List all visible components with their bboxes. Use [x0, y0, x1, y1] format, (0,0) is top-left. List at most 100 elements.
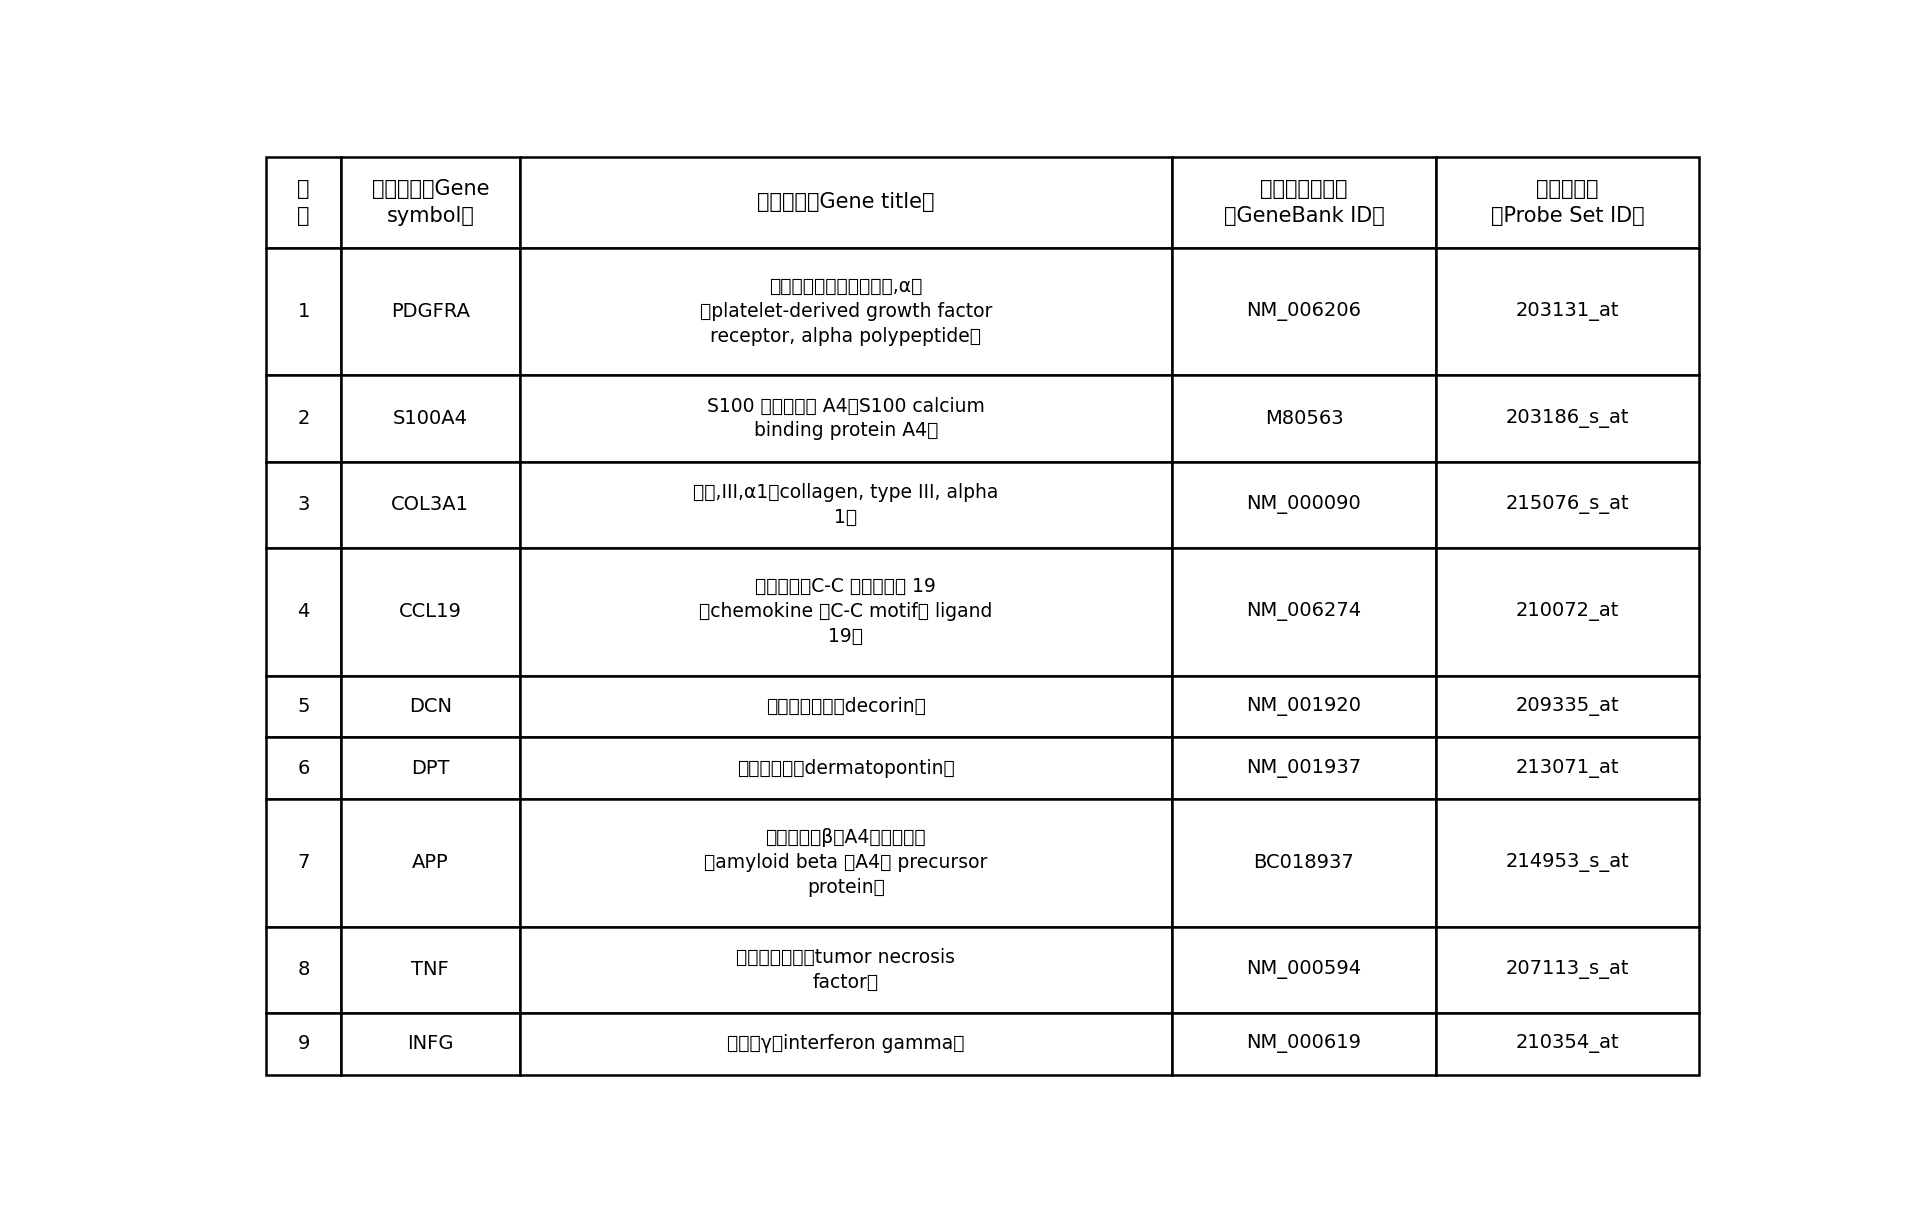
Bar: [520, 1013, 1171, 1075]
Bar: [1171, 157, 1436, 248]
Text: 214953_s_at: 214953_s_at: [1505, 854, 1629, 872]
Bar: [1436, 799, 1698, 927]
Bar: [520, 376, 1171, 462]
Text: NM_001920: NM_001920: [1246, 697, 1361, 716]
Bar: [1436, 157, 1698, 248]
Bar: [1171, 462, 1436, 548]
Text: 趋化因子（C-C 基元）配基 19
（chemokine （C-C motif） ligand
19）: 趋化因子（C-C 基元）配基 19 （chemokine （C-C motif）…: [700, 578, 993, 647]
Text: 215076_s_at: 215076_s_at: [1505, 495, 1629, 514]
Bar: [341, 548, 520, 676]
Text: INFG: INFG: [406, 1035, 454, 1053]
Text: 探针组编号
（Probe Set ID）: 探针组编号 （Probe Set ID）: [1491, 179, 1645, 226]
Text: 皮肤桥蛋白（dermatopontin）: 皮肤桥蛋白（dermatopontin）: [736, 759, 955, 778]
Bar: [1436, 676, 1698, 737]
Bar: [520, 799, 1171, 927]
Text: 3: 3: [297, 495, 311, 514]
Bar: [266, 799, 341, 927]
Bar: [520, 462, 1171, 548]
Bar: [266, 737, 341, 799]
Text: 干扰素γ（interferon gamma）: 干扰素γ（interferon gamma）: [727, 1035, 964, 1053]
Bar: [266, 676, 341, 737]
Text: 8: 8: [297, 961, 311, 979]
Bar: [341, 676, 520, 737]
Text: 核心蛋白聚糖（decorin）: 核心蛋白聚糖（decorin）: [765, 697, 926, 716]
Bar: [1436, 1013, 1698, 1075]
Text: 207113_s_at: 207113_s_at: [1505, 961, 1629, 979]
Text: 基因名称（Gene title）: 基因名称（Gene title）: [757, 192, 934, 213]
Text: DCN: DCN: [408, 697, 452, 716]
Bar: [341, 799, 520, 927]
Text: 203186_s_at: 203186_s_at: [1505, 409, 1629, 428]
Text: 肿瘤坏死因子（tumor necrosis
factor）: 肿瘤坏死因子（tumor necrosis factor）: [736, 947, 955, 992]
Bar: [341, 927, 520, 1013]
Bar: [266, 462, 341, 548]
Bar: [1171, 548, 1436, 676]
Text: 血小板衍生生长因子受体,α肽
（platelet-derived growth factor
receptor, alpha polypeptide）: 血小板衍生生长因子受体,α肽 （platelet-derived growth …: [700, 277, 991, 347]
Text: NM_001937: NM_001937: [1246, 759, 1361, 778]
Bar: [341, 376, 520, 462]
Text: NM_006274: NM_006274: [1246, 602, 1361, 621]
Text: 序
号: 序 号: [297, 179, 311, 226]
Bar: [520, 927, 1171, 1013]
Bar: [1171, 927, 1436, 1013]
Text: BC018937: BC018937: [1254, 854, 1355, 872]
Bar: [520, 676, 1171, 737]
Text: 210354_at: 210354_at: [1516, 1035, 1620, 1053]
Text: APP: APP: [412, 854, 449, 872]
Text: 胶原,III,α1（collagen, type III, alpha
1）: 胶原,III,α1（collagen, type III, alpha 1）: [694, 483, 999, 527]
Bar: [1436, 737, 1698, 799]
Text: 基因数据库编号
（GeneBank ID）: 基因数据库编号 （GeneBank ID）: [1223, 179, 1384, 226]
Bar: [341, 737, 520, 799]
Bar: [1171, 737, 1436, 799]
Bar: [1436, 927, 1698, 1013]
Text: PDGFRA: PDGFRA: [391, 302, 470, 321]
Bar: [1171, 1013, 1436, 1075]
Bar: [520, 157, 1171, 248]
Bar: [520, 248, 1171, 376]
Text: 7: 7: [297, 854, 311, 872]
Bar: [266, 376, 341, 462]
Text: NM_006206: NM_006206: [1246, 302, 1361, 321]
Text: NM_000619: NM_000619: [1246, 1035, 1361, 1053]
Text: CCL19: CCL19: [399, 602, 462, 621]
Text: 213071_at: 213071_at: [1516, 759, 1620, 778]
Text: 基因符号（Gene
symbol）: 基因符号（Gene symbol）: [372, 179, 489, 226]
Text: NM_000594: NM_000594: [1246, 961, 1361, 979]
Bar: [341, 157, 520, 248]
Text: M80563: M80563: [1265, 409, 1344, 428]
Bar: [1171, 248, 1436, 376]
Text: 淀粉状蛋白β（A4）前体蛋白
（amyloid beta （A4） precursor
protein）: 淀粉状蛋白β（A4）前体蛋白 （amyloid beta （A4） precur…: [704, 828, 987, 897]
Text: 210072_at: 210072_at: [1516, 602, 1620, 621]
Bar: [341, 462, 520, 548]
Bar: [1436, 462, 1698, 548]
Bar: [341, 1013, 520, 1075]
Bar: [1436, 248, 1698, 376]
Bar: [266, 927, 341, 1013]
Text: DPT: DPT: [410, 759, 450, 778]
Text: COL3A1: COL3A1: [391, 495, 470, 514]
Bar: [266, 248, 341, 376]
Text: 1: 1: [297, 302, 311, 321]
Text: 5: 5: [297, 697, 311, 716]
Bar: [266, 1013, 341, 1075]
Text: TNF: TNF: [412, 961, 449, 979]
Text: 6: 6: [297, 759, 311, 778]
Text: 2: 2: [297, 409, 311, 428]
Bar: [1171, 676, 1436, 737]
Bar: [520, 548, 1171, 676]
Bar: [520, 737, 1171, 799]
Text: S100A4: S100A4: [393, 409, 468, 428]
Text: 4: 4: [297, 602, 311, 621]
Text: NM_000090: NM_000090: [1246, 495, 1361, 514]
Bar: [341, 248, 520, 376]
Bar: [1436, 376, 1698, 462]
Bar: [1436, 548, 1698, 676]
Bar: [1171, 799, 1436, 927]
Text: S100 钙结合蛋白 A4（S100 calcium
binding protein A4）: S100 钙结合蛋白 A4（S100 calcium binding prote…: [707, 396, 985, 440]
Bar: [1171, 376, 1436, 462]
Bar: [266, 548, 341, 676]
Bar: [266, 157, 341, 248]
Text: 209335_at: 209335_at: [1516, 697, 1620, 716]
Text: 203131_at: 203131_at: [1516, 302, 1620, 321]
Text: 9: 9: [297, 1035, 311, 1053]
